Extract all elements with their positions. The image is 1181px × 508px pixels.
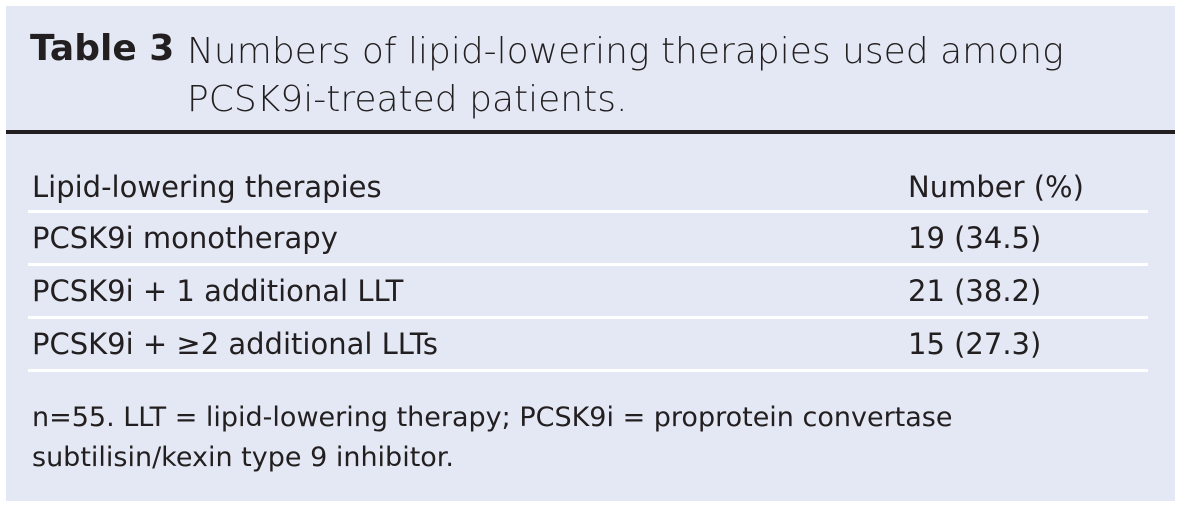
table-body: PCSK9i monotherapy 19 (34.5) PCSK9i + 1 ad…: [28, 211, 1148, 372]
table-row: PCSK9i + 1 additional LLT 21 (38.2): [28, 264, 1148, 319]
footnote: n=55. LLT = lipid-lowering therapy; PCSK…: [32, 402, 953, 473]
table-cell: PCSK9i monotherapy: [28, 211, 904, 266]
table-cell: PCSK9i + ≥2 additional LLTs: [28, 317, 904, 372]
column-header: Number (%): [904, 164, 1148, 213]
table-row: PCSK9i monotherapy 19 (34.5): [28, 211, 1148, 266]
table-cell: 19 (34.5): [904, 211, 1148, 266]
table-cell: 15 (27.3): [904, 317, 1148, 372]
table-panel: Table 3 Numbers of lipid-lowering therap…: [6, 6, 1175, 501]
header-row: Lipid-lowering therapies Number (%): [28, 164, 1148, 213]
table-label: Table 3: [30, 28, 175, 69]
data-table: Lipid-lowering therapies Number (%) PCSK…: [28, 164, 1148, 372]
table-cell: PCSK9i + 1 additional LLT: [28, 264, 904, 319]
column-header: Lipid-lowering therapies: [28, 164, 904, 213]
table-title: Numbers of lipid-lowering therapies used…: [187, 31, 1064, 120]
table-cell: 21 (38.2): [904, 264, 1148, 319]
table-row: PCSK9i + ≥2 additional LLTs 15 (27.3): [28, 317, 1148, 372]
header: Table 3 Numbers of lipid-lowering therap…: [6, 6, 1175, 134]
